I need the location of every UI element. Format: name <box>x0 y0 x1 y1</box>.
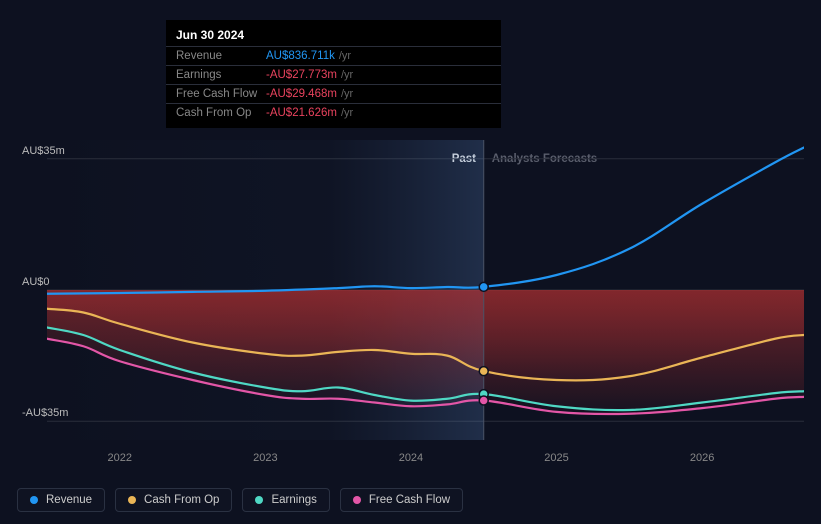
tooltip-metric-unit: /yr <box>341 88 353 100</box>
y-axis-label: AU$35m <box>22 145 65 157</box>
legend-label: Revenue <box>46 494 92 506</box>
legend-dot-icon <box>255 496 263 504</box>
tooltip-metric-unit: /yr <box>341 107 353 119</box>
legend-item-fcf[interactable]: Free Cash Flow <box>340 488 463 512</box>
chart-tooltip: Jun 30 2024 RevenueAU$836.711k/yrEarning… <box>166 20 501 128</box>
tooltip-date: Jun 30 2024 <box>166 28 501 46</box>
tooltip-metric-label: Free Cash Flow <box>176 88 266 100</box>
earnings-forecast-chart: Past Analysts Forecasts AU$35mAU$0-AU$35… <box>17 125 804 470</box>
tooltip-metric-unit: /yr <box>341 69 353 81</box>
legend-label: Cash From Op <box>144 494 219 506</box>
legend-item-cash_from_op[interactable]: Cash From Op <box>115 488 232 512</box>
chart-legend: Revenue Cash From Op Earnings Free Cash Flo… <box>17 488 463 512</box>
tooltip-row: Free Cash Flow-AU$29.468m/yr <box>166 84 501 103</box>
tooltip-metric-unit: /yr <box>339 50 351 62</box>
x-axis-label: 2024 <box>399 452 423 464</box>
tooltip-metric-value: AU$836.711k <box>266 50 335 62</box>
tooltip-metric-value: -AU$29.468m <box>266 88 337 100</box>
x-axis-label: 2022 <box>108 452 132 464</box>
legend-item-revenue[interactable]: Revenue <box>17 488 105 512</box>
legend-item-earnings[interactable]: Earnings <box>242 488 329 512</box>
tooltip-metric-label: Earnings <box>176 69 266 81</box>
legend-label: Free Cash Flow <box>369 494 450 506</box>
y-axis-label: -AU$35m <box>22 407 68 419</box>
tooltip-row: Cash From Op-AU$21.626m/yr <box>166 103 501 122</box>
legend-dot-icon <box>353 496 361 504</box>
tooltip-metric-label: Revenue <box>176 50 266 62</box>
y-axis-label: AU$0 <box>22 276 50 288</box>
tooltip-metric-value: -AU$21.626m <box>266 107 337 119</box>
x-axis-label: 2026 <box>690 452 714 464</box>
legend-dot-icon <box>30 496 38 504</box>
legend-dot-icon <box>128 496 136 504</box>
tooltip-row: Earnings-AU$27.773m/yr <box>166 65 501 84</box>
x-axis-label: 2025 <box>544 452 568 464</box>
legend-label: Earnings <box>271 494 316 506</box>
tooltip-row: RevenueAU$836.711k/yr <box>166 46 501 65</box>
tooltip-metric-label: Cash From Op <box>176 107 266 119</box>
tooltip-metric-value: -AU$27.773m <box>266 69 337 81</box>
x-axis-label: 2023 <box>253 452 277 464</box>
